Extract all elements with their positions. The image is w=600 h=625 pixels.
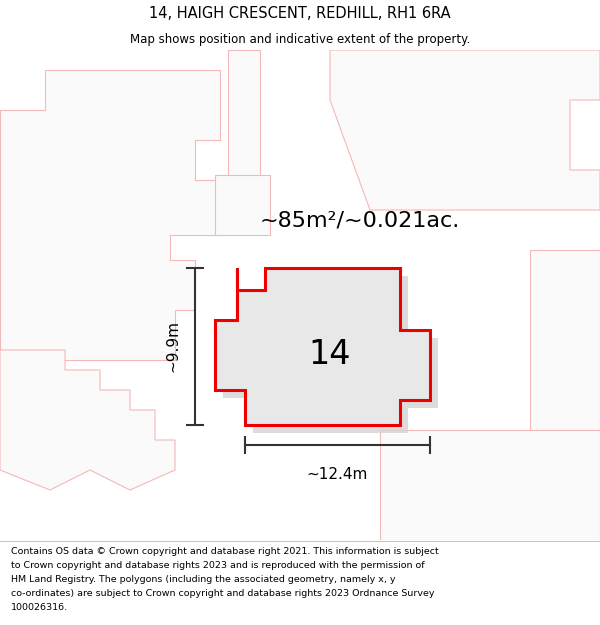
Polygon shape bbox=[0, 350, 175, 490]
Text: to Crown copyright and database rights 2023 and is reproduced with the permissio: to Crown copyright and database rights 2… bbox=[11, 561, 424, 570]
Text: 14, HAIGH CRESCENT, REDHILL, RH1 6RA: 14, HAIGH CRESCENT, REDHILL, RH1 6RA bbox=[149, 6, 451, 21]
Text: HM Land Registry. The polygons (including the associated geometry, namely x, y: HM Land Registry. The polygons (includin… bbox=[11, 575, 395, 584]
Text: ~85m²/~0.021ac.: ~85m²/~0.021ac. bbox=[260, 210, 460, 230]
Polygon shape bbox=[330, 50, 600, 210]
Polygon shape bbox=[215, 175, 270, 235]
Text: ~12.4m: ~12.4m bbox=[307, 467, 368, 482]
Polygon shape bbox=[223, 276, 438, 433]
Text: Map shows position and indicative extent of the property.: Map shows position and indicative extent… bbox=[130, 32, 470, 46]
Polygon shape bbox=[0, 70, 220, 360]
Polygon shape bbox=[380, 430, 600, 540]
Text: 100026316.: 100026316. bbox=[11, 603, 68, 612]
Text: ~9.9m: ~9.9m bbox=[166, 320, 181, 372]
Text: co-ordinates) are subject to Crown copyright and database rights 2023 Ordnance S: co-ordinates) are subject to Crown copyr… bbox=[11, 589, 434, 598]
Polygon shape bbox=[530, 250, 600, 430]
Polygon shape bbox=[389, 82, 530, 178]
Text: 14: 14 bbox=[309, 339, 351, 371]
Text: Contains OS data © Crown copyright and database right 2021. This information is : Contains OS data © Crown copyright and d… bbox=[11, 547, 439, 556]
Polygon shape bbox=[215, 268, 430, 425]
Polygon shape bbox=[228, 50, 260, 180]
